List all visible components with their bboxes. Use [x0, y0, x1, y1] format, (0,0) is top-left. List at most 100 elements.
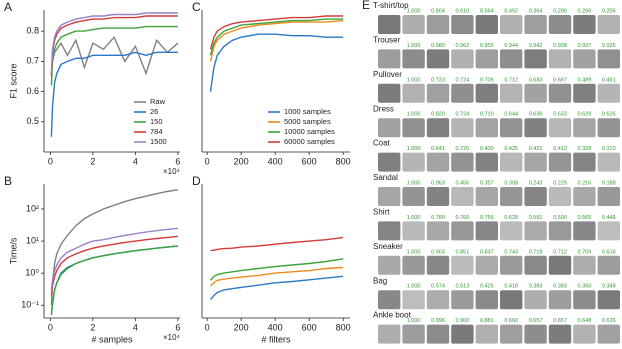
x-axis-label: # filters [261, 334, 291, 344]
x-tick-label: 4 [133, 156, 138, 166]
score-label: 0.489 [578, 77, 592, 83]
thumbnail [402, 290, 425, 310]
thumbnail [426, 290, 450, 310]
score-label: 0.364 [529, 8, 543, 14]
thumbnail [597, 118, 620, 138]
y-tick-label: 0.7 [26, 56, 39, 66]
score-label: 1.000 [407, 318, 421, 324]
line-series [209, 19, 344, 62]
y-tick-label: 10⁻¹ [21, 300, 39, 310]
thumbnail [573, 118, 596, 138]
thumbnail [451, 15, 474, 34]
thumbnail [548, 187, 572, 206]
panel-label: D [192, 174, 201, 188]
score-label: 0.851 [456, 249, 470, 255]
score-label: 0.357 [480, 180, 494, 186]
thumbnail [426, 15, 450, 34]
score-label: 0.628 [504, 215, 518, 221]
score-label: 0.328 [578, 146, 592, 152]
thumbnail [524, 324, 547, 344]
thumbnail [475, 255, 498, 275]
line-series [50, 245, 178, 315]
y-tick-label: 10² [26, 203, 39, 213]
legend-label: 1500 [150, 137, 167, 146]
thumbnail [500, 324, 523, 344]
x-tick-label: 400 [268, 156, 283, 166]
thumbnail [597, 255, 620, 275]
score-label: 0.900 [456, 318, 470, 324]
score-label: 0.710 [480, 112, 494, 118]
score-label: 0.290 [553, 8, 567, 14]
thumbnail [426, 221, 450, 241]
legend-label: 5000 samples [284, 117, 331, 126]
thumbnail [524, 187, 547, 206]
score-label: 0.452 [504, 8, 518, 14]
score-label: 0.216 [578, 180, 592, 186]
thumbnail [500, 255, 523, 275]
thumbnail [378, 15, 401, 34]
thumbnail [548, 255, 572, 275]
thumbnail [597, 83, 620, 103]
panel-label: C [192, 0, 201, 14]
x-tick-label: 6 [175, 156, 180, 166]
y-tick-label: 0.8 [26, 26, 39, 36]
class-label: T-shirt/top [373, 1, 409, 10]
thumbnail [402, 152, 425, 172]
score-label: 0.743 [504, 249, 518, 255]
score-label: 1.000 [407, 77, 421, 83]
thumbnail [573, 152, 596, 172]
score-label: 0.641 [431, 146, 445, 152]
score-label: 0.350 [578, 284, 592, 290]
score-label: 0.709 [578, 249, 592, 255]
score-label: 0.383 [529, 284, 543, 290]
line-series [50, 189, 179, 306]
thumbnail [378, 83, 401, 103]
score-label: 0.723 [431, 77, 445, 83]
score-label: 0.820 [431, 112, 445, 118]
thumbnail [451, 187, 474, 206]
thumbnail [451, 118, 474, 138]
score-label: 0.712 [504, 77, 518, 83]
thumbnail [451, 83, 474, 103]
score-label: 0.448 [602, 215, 616, 221]
thumbnail [402, 83, 425, 103]
thumbnail [548, 290, 572, 310]
score-label: 0.425 [480, 284, 494, 290]
score-label: 1.000 [407, 215, 421, 221]
score-label: 0.724 [456, 112, 470, 118]
score-label: 0.903 [431, 249, 445, 255]
score-label: 0.243 [529, 180, 543, 186]
score-label: 0.383 [553, 284, 567, 290]
score-label: 0.308 [504, 180, 518, 186]
score-label: 0.310 [602, 146, 616, 152]
thumbnail [597, 152, 620, 172]
class-label: Dress [373, 104, 394, 113]
x-tick-label: 0 [48, 322, 53, 332]
score-label: 0.881 [480, 318, 494, 324]
line-series [50, 12, 178, 74]
thumbnail [426, 324, 450, 344]
thumbnail [475, 187, 498, 206]
legend-label: 784 [150, 127, 163, 136]
score-label: 0.980 [431, 43, 445, 49]
score-label: 0.724 [456, 77, 470, 83]
score-label: 0.712 [553, 249, 567, 255]
line-series [209, 18, 344, 56]
thumbnail [548, 152, 572, 172]
score-label: 0.574 [431, 284, 445, 290]
class-label: Shirt [373, 208, 390, 217]
class-label: Sandal [373, 173, 398, 182]
thumbnail [597, 221, 620, 241]
x-tick-label: 200 [234, 156, 249, 166]
legend-label: 60000 samples [284, 137, 335, 146]
y-tick-label: 10⁰ [25, 268, 39, 278]
score-label: 1.000 [407, 249, 421, 255]
score-label: 0.564 [480, 8, 494, 14]
thumbnail [573, 255, 596, 275]
thumbnail [475, 290, 498, 310]
score-label: 0.590 [553, 215, 567, 221]
line-series [210, 236, 344, 252]
score-label: 0.996 [431, 318, 445, 324]
thumbnail [426, 49, 450, 69]
